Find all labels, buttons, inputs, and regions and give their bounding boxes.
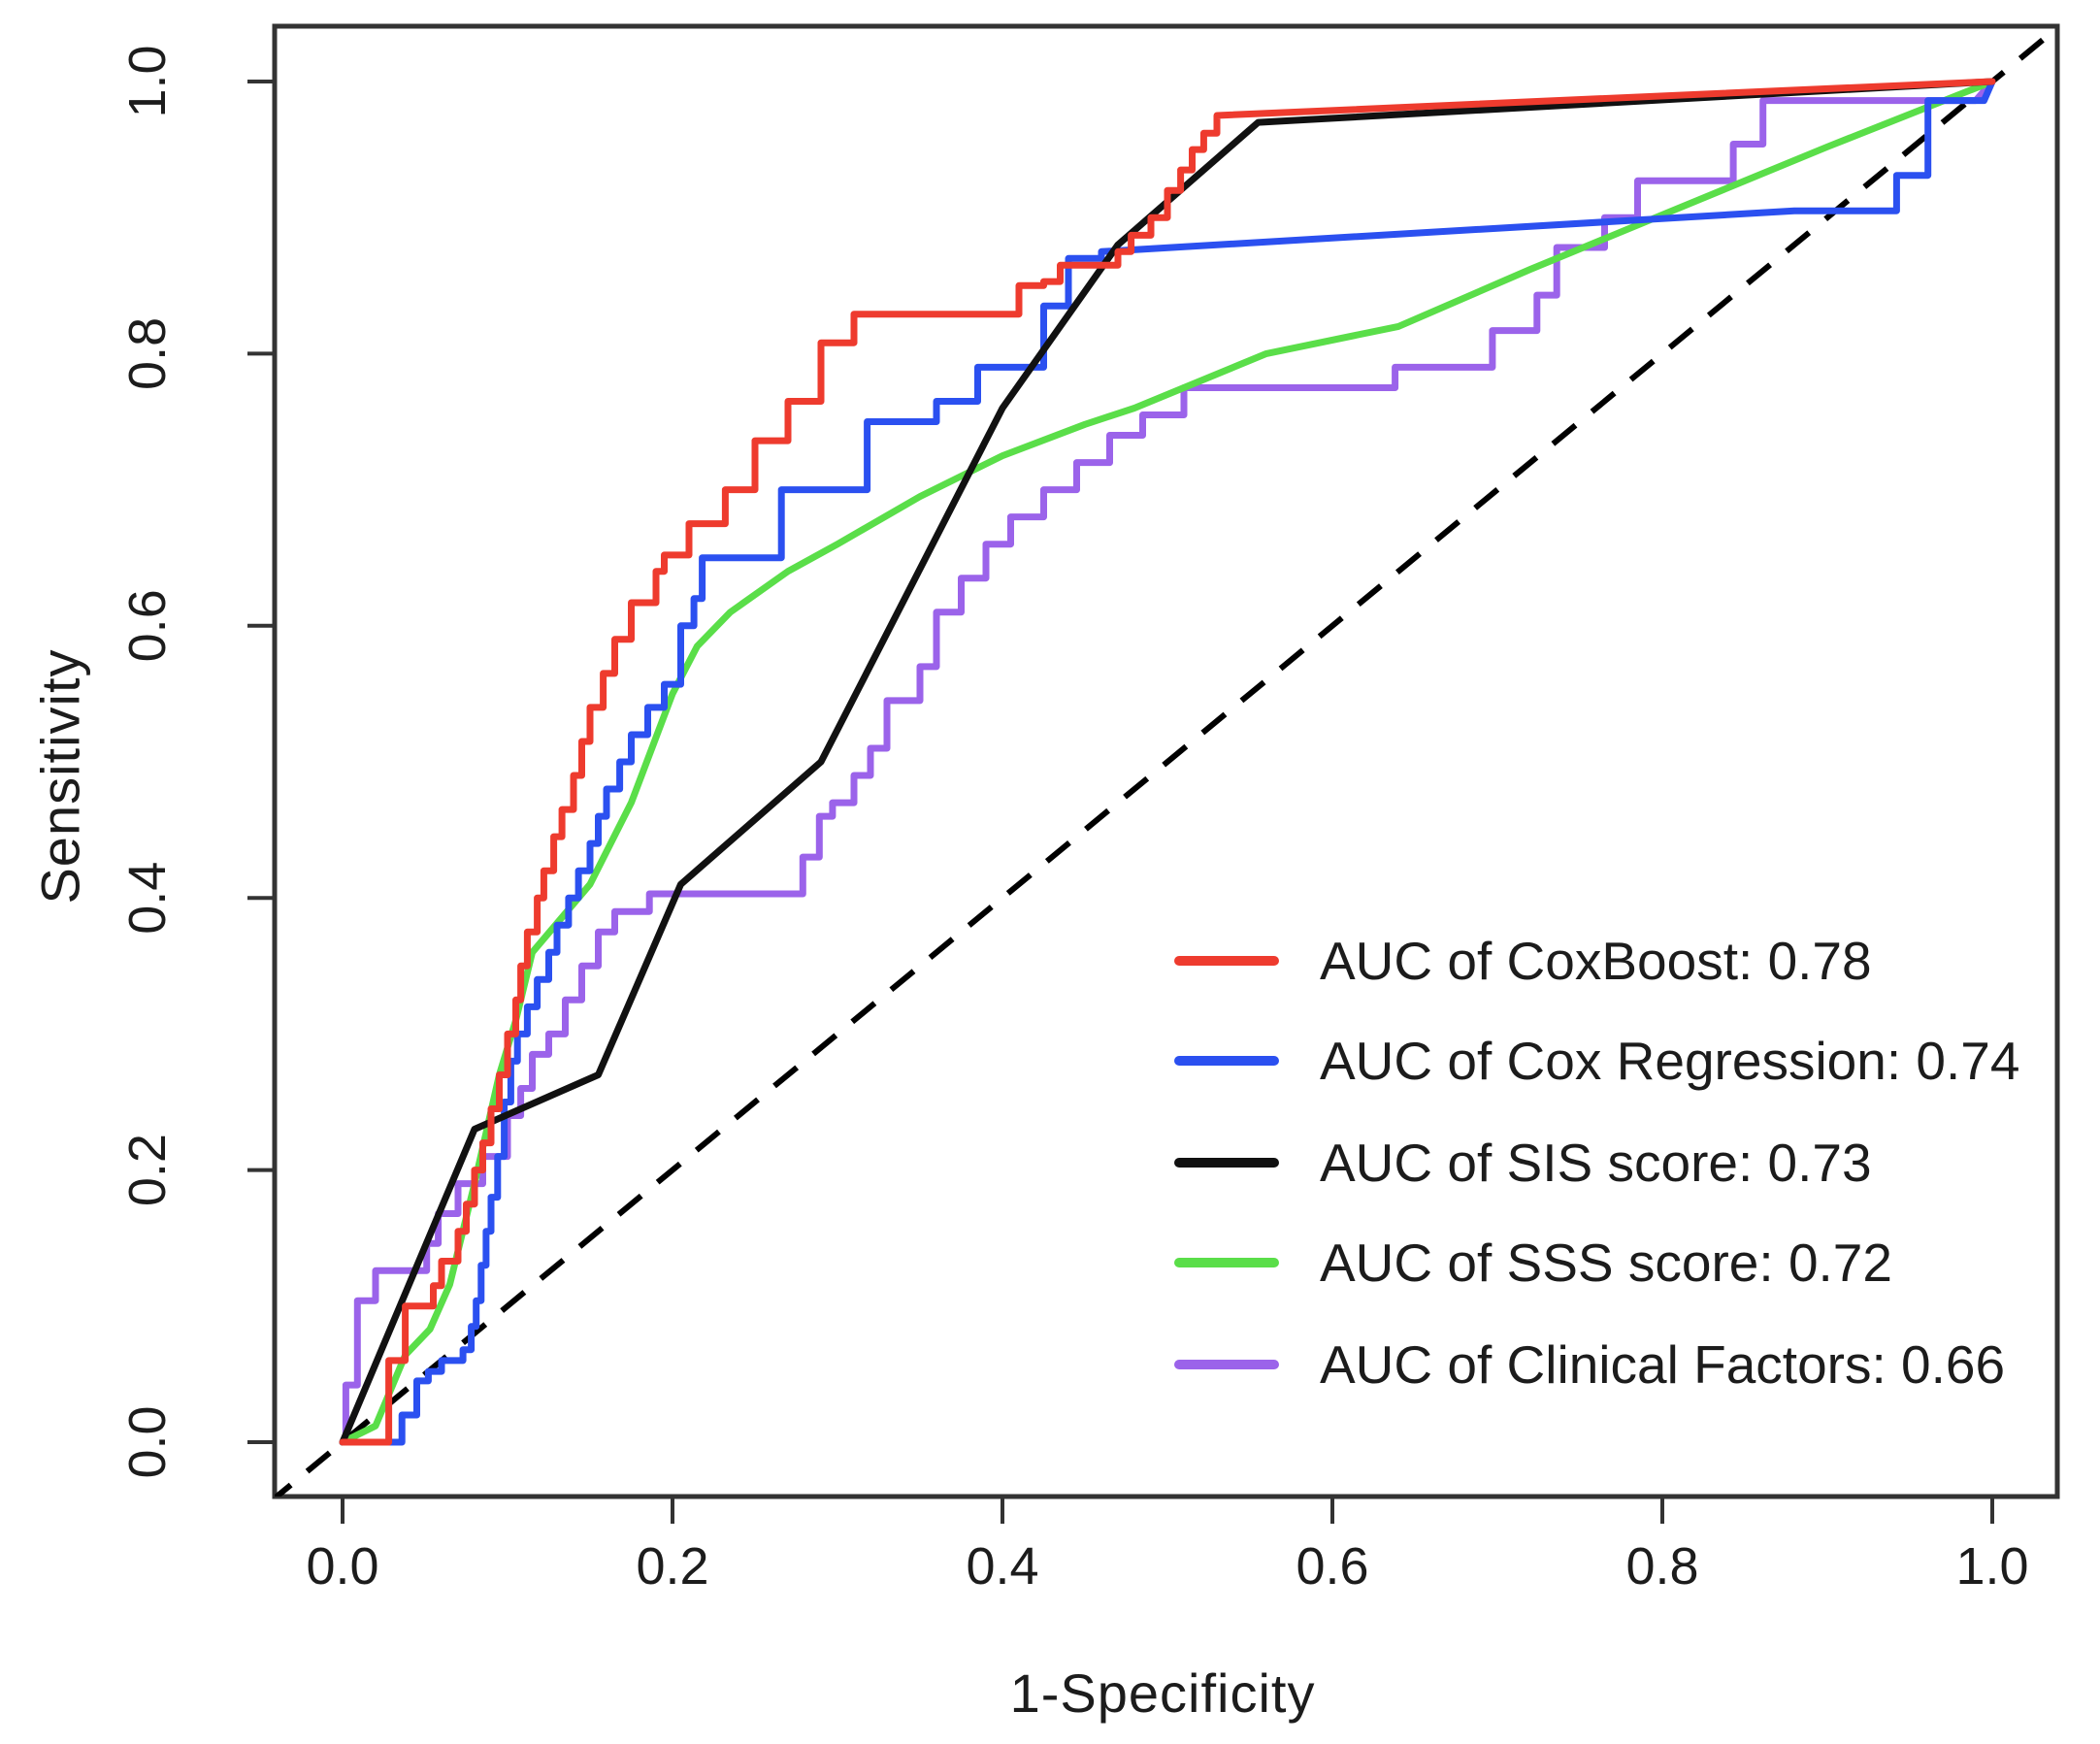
y-tick-label-0.0: 0.0: [118, 1405, 177, 1478]
cox-regression-line-swatch: [1174, 1056, 1279, 1066]
chance-diagonal-line: [275, 26, 2057, 1497]
x-tick-label-0.0: 0.0: [306, 1537, 378, 1596]
coxboost-line-swatch: [1174, 956, 1279, 966]
sis-score-line-swatch: [1174, 1158, 1279, 1168]
plot-frame: [272, 23, 2060, 1499]
x-tick-label-0.8: 0.8: [1625, 1537, 1698, 1596]
sss-score-line-swatch: [1174, 1258, 1279, 1267]
y-tick-label-1.0: 1.0: [118, 45, 177, 117]
y-tick-label-0.8: 0.8: [118, 317, 177, 390]
legend-label-sis-score: AUC of SIS score: 0.73: [1320, 1133, 1872, 1193]
y-axis-title: Sensitivity: [29, 648, 91, 905]
y-tick-label-0.6: 0.6: [118, 589, 177, 662]
x-tick-label-0.4: 0.4: [966, 1537, 1038, 1596]
legend-item-cox-regression: AUC of Cox Regression: 0.74: [1174, 1031, 2020, 1091]
legend-item-coxboost: AUC of CoxBoost: 0.78: [1174, 931, 1872, 991]
legend-item-sis-score: AUC of SIS score: 0.73: [1174, 1133, 1872, 1193]
legend-label-clinical-factors: AUC of Clinical Factors: 0.66: [1320, 1334, 2006, 1395]
x-tick-label-0.2: 0.2: [636, 1537, 708, 1596]
roc-curve-coxboost: [339, 78, 1996, 1446]
y-tick-label-0.2: 0.2: [118, 1134, 177, 1206]
y-tick-label-0.4: 0.4: [118, 862, 177, 935]
legend-label-cox-regression: AUC of Cox Regression: 0.74: [1320, 1031, 2020, 1091]
roc-curve-sss-score: [339, 78, 1996, 1446]
legend-item-sss-score: AUC of SSS score: 0.72: [1174, 1233, 1892, 1293]
roc-curve-sis-score: [339, 78, 1996, 1446]
x-tick-label-1.0: 1.0: [1955, 1537, 2028, 1596]
x-axis-title: 1-Specificity: [1009, 1662, 1316, 1724]
x-tick-label-0.6: 0.6: [1296, 1537, 1368, 1596]
roc-curve-cox-regression: [339, 78, 1996, 1446]
legend-label-sss-score: AUC of SSS score: 0.72: [1320, 1233, 1892, 1293]
legend-label-coxboost: AUC of CoxBoost: 0.78: [1320, 931, 1872, 991]
clinical-factors-line-swatch: [1174, 1360, 1279, 1369]
legend-item-clinical-factors: AUC of Clinical Factors: 0.66: [1174, 1334, 2006, 1395]
